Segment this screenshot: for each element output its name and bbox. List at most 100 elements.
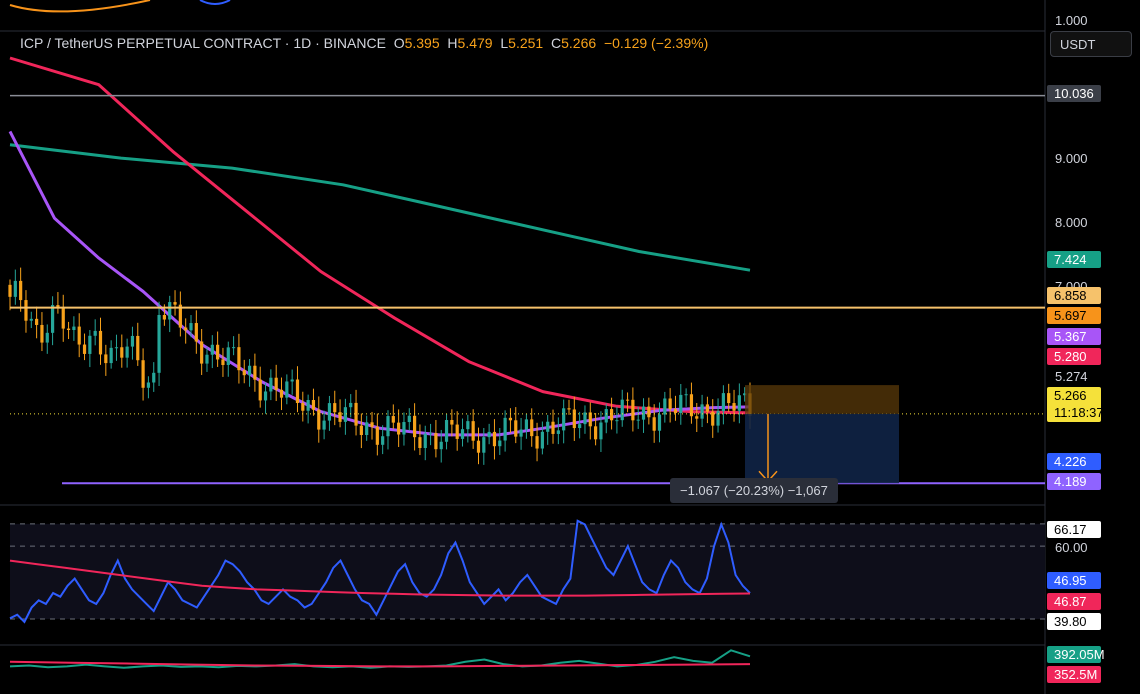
- candle-body: [285, 381, 289, 398]
- candle-body: [168, 302, 172, 320]
- candle-body: [428, 433, 433, 435]
- candle-body: [652, 417, 656, 431]
- candle-body: [269, 377, 273, 392]
- prev-pane-curve-orange: [9, 0, 151, 13]
- candle-body: [700, 404, 704, 419]
- currency-button[interactable]: USDT: [1050, 31, 1132, 57]
- candle-body: [178, 304, 182, 328]
- volume-ma-badge: 352.5M: [1047, 666, 1101, 683]
- candle-body: [237, 347, 241, 371]
- candle-body: [514, 420, 518, 437]
- candle-body: [322, 420, 326, 430]
- position-target-zone: [745, 413, 899, 484]
- candle-body: [359, 425, 363, 436]
- ma-purple-badge: 5.367: [1047, 328, 1101, 345]
- candle-body: [295, 379, 300, 404]
- candle-body: [727, 393, 731, 404]
- candle-body: [88, 335, 92, 354]
- candle-body: [130, 335, 135, 347]
- last-high-label: 5.274: [1055, 369, 1088, 384]
- candle-body: [109, 347, 113, 364]
- candle-body: [567, 408, 571, 410]
- candle-body: [120, 347, 124, 358]
- open-label: O: [393, 35, 405, 51]
- candle-body: [562, 408, 566, 431]
- candle-body: [98, 330, 103, 355]
- candle-body: [695, 416, 699, 419]
- candle-body: [242, 370, 246, 376]
- candle-body: [231, 347, 236, 349]
- candle-body: [210, 344, 214, 355]
- candle-body: [306, 399, 310, 411]
- candle-body: [578, 424, 582, 429]
- price-top-label: 1.000: [1055, 13, 1088, 28]
- candle-body: [146, 382, 151, 388]
- candle-body: [258, 379, 262, 401]
- candle-body: [743, 393, 747, 396]
- volume-ma-line: [9, 660, 751, 668]
- candle-body: [66, 328, 71, 331]
- current-price-value: 5.266: [1054, 388, 1087, 403]
- candle-body: [535, 436, 539, 449]
- candle-body: [482, 437, 486, 453]
- candle-body: [636, 419, 640, 421]
- candle-body: [508, 417, 513, 421]
- close-label: C: [550, 35, 562, 51]
- candle-body: [716, 411, 720, 426]
- price-tick-9: 9.000: [1055, 151, 1088, 166]
- candle-body: [386, 416, 390, 437]
- ma_short-line: [8, 130, 751, 437]
- candle-body: [684, 394, 688, 396]
- candle-body: [546, 421, 550, 432]
- volume-badge: 392.05M: [1047, 646, 1105, 663]
- rsi-lower-badge: 39.80: [1047, 613, 1101, 630]
- candle-body: [711, 411, 715, 426]
- candle-body: [375, 426, 379, 445]
- candle-body: [200, 341, 204, 364]
- rsi-line: [9, 519, 751, 624]
- measure-tooltip: −1.067 (−20.23%) −1,067: [670, 478, 838, 503]
- candle-body: [444, 420, 449, 442]
- candle-body: [194, 323, 198, 342]
- candle-body: [274, 377, 278, 390]
- candle-body: [609, 409, 614, 421]
- candle-body: [476, 440, 481, 453]
- candle-body: [19, 280, 23, 301]
- candle-body: [365, 422, 369, 436]
- candle-body: [689, 394, 694, 417]
- candle-body: [450, 420, 454, 425]
- candle-body: [503, 417, 507, 441]
- candle-body: [402, 422, 406, 435]
- candle-body: [455, 424, 459, 439]
- candle-body: [471, 421, 475, 441]
- candle-body: [434, 433, 438, 450]
- candle-body: [641, 406, 646, 420]
- candle-body: [125, 346, 129, 358]
- candle-body: [56, 305, 60, 307]
- candle-body: [317, 409, 321, 430]
- candle-body: [594, 426, 598, 440]
- candle-body: [466, 421, 470, 430]
- candle-body: [556, 430, 560, 434]
- symbol-legend[interactable]: ICP / TetherUS PERPETUAL CONTRACT · 1D ·…: [20, 35, 708, 51]
- ma-red-badge: 5.280: [1047, 348, 1101, 365]
- candle-body: [50, 305, 55, 333]
- candle-body: [625, 399, 630, 401]
- candle-body: [391, 416, 395, 423]
- target-badge: 4.226: [1047, 453, 1101, 470]
- candle-body: [679, 394, 683, 414]
- candle-body: [311, 399, 316, 410]
- candle-body: [492, 431, 497, 447]
- candle-body: [413, 415, 417, 438]
- candle-body: [141, 360, 145, 388]
- close-value: 5.266: [561, 35, 597, 51]
- candle-body: [189, 323, 193, 331]
- candle-body: [327, 403, 332, 421]
- candle-body: [343, 407, 347, 422]
- candle-body: [72, 326, 76, 331]
- candle-body: [205, 354, 209, 364]
- candle-body: [370, 422, 374, 427]
- candle-body: [279, 389, 284, 398]
- resistance-badge: 10.036: [1047, 85, 1101, 102]
